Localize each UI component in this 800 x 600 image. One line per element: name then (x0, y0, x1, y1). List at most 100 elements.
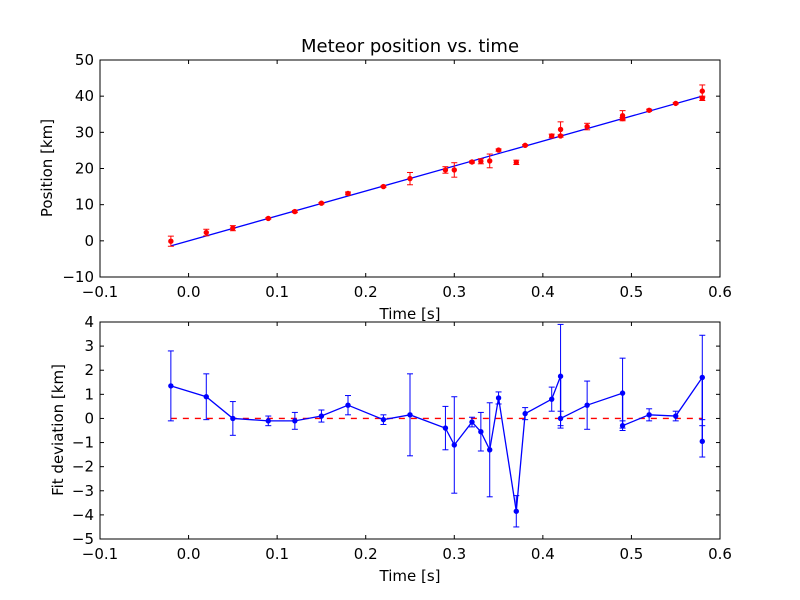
y-tick-label: 40 (75, 87, 94, 105)
x-tick-label: 0.3 (442, 545, 466, 563)
fit-line (170, 95, 703, 247)
data-point (513, 508, 519, 514)
data-point (265, 215, 271, 222)
y-axis-label: Position [km] (38, 119, 56, 217)
data-point (442, 425, 449, 431)
data-point (230, 225, 236, 231)
deviation-chart: −0.1 0.0 0.1 0.2 0.3 0.4 0.5 0.6 −5 −4 −3 −2 −1 0 1 2 3 4… (49, 313, 732, 585)
data-point (203, 394, 209, 400)
data-point (487, 158, 493, 164)
chart-title: Meteor position vs. time (301, 36, 519, 57)
data-point (673, 413, 679, 419)
x-tick-label: 0.1 (265, 545, 289, 563)
y-tick-label: 1 (84, 385, 94, 403)
y-tick-label: 2 (84, 361, 94, 379)
data-point (380, 416, 387, 423)
x-tick-label: 0.3 (442, 283, 466, 301)
x-axis-label: Time [s] (379, 305, 441, 323)
data-point (673, 100, 679, 107)
x-tick-label: 0.6 (708, 283, 732, 301)
position-chart: Meteor position vs. time −0.1 0.0 0.1 0.2 0.… (38, 36, 732, 323)
data-point (619, 112, 626, 119)
x-tick-label: 0.2 (354, 545, 378, 563)
x-tick-label: 0.0 (177, 545, 201, 563)
x-tick-label: 0.5 (619, 283, 643, 301)
y-tick-label: −5 (72, 530, 94, 548)
x-tick-label: −0.1 (82, 283, 118, 301)
plot-frame (99, 321, 721, 540)
data-point (557, 373, 564, 379)
data-point (557, 415, 564, 422)
x-axis-label: Time [s] (379, 567, 441, 585)
data-point (168, 383, 174, 389)
data-point (522, 410, 528, 417)
data-point (584, 123, 590, 130)
data-point (699, 374, 705, 381)
data-point (407, 412, 413, 418)
data-point (495, 395, 502, 401)
data-point (549, 396, 555, 402)
data-point (451, 167, 457, 173)
data-point (469, 159, 475, 165)
y-tick-label: 20 (75, 160, 94, 178)
data-point (619, 422, 626, 429)
data-point (318, 200, 325, 206)
position-plot-area: −0.1 0.0 0.1 0.2 0.3 0.4 0.5 0.6 −10 0 10 20 30 40 50 (62, 51, 732, 301)
x-tick-label: 0.4 (531, 545, 555, 563)
data-point (646, 107, 652, 113)
y-tick-label: −1 (72, 434, 94, 452)
data-point (557, 126, 564, 133)
data-point (699, 88, 705, 94)
data-point (478, 429, 484, 435)
y-tick-label: 0 (84, 409, 94, 427)
data-point (451, 442, 457, 448)
y-tick-label: −10 (62, 268, 94, 286)
x-tick-label: 0.4 (531, 283, 555, 301)
data-point (619, 390, 626, 396)
x-tick-label: 0.1 (265, 283, 289, 301)
data-point (203, 229, 209, 236)
x-tick-label: 0.0 (177, 283, 201, 301)
data-point (522, 142, 528, 149)
data-point (265, 418, 271, 424)
data-point (513, 159, 519, 166)
data-point (495, 147, 502, 153)
data-point (699, 95, 705, 102)
data-point (292, 208, 298, 215)
data-point (469, 419, 475, 425)
error-bar-group (167, 84, 706, 247)
data-point (318, 413, 325, 419)
data-point (584, 402, 590, 408)
data-point (699, 438, 705, 445)
data-point (407, 175, 413, 182)
data-point (345, 402, 351, 408)
y-tick-label: 30 (75, 123, 94, 141)
x-tick-label: 0.6 (708, 545, 732, 563)
data-point (168, 238, 174, 244)
data-point (478, 158, 484, 164)
y-tick-label: −2 (72, 458, 94, 476)
x-tick-label: −0.1 (82, 545, 118, 563)
y-tick-label: 50 (75, 51, 94, 69)
x-tick-label: 0.5 (619, 545, 643, 563)
y-tick-label: −3 (72, 482, 94, 500)
plot-frame (99, 59, 721, 278)
error-bar-group (167, 323, 706, 528)
data-point (442, 167, 449, 173)
data-point (292, 418, 298, 424)
y-axis-label: Fit deviation [km] (49, 364, 67, 496)
y-tick-label: −4 (72, 506, 94, 524)
y-tick-label: 4 (84, 313, 94, 331)
x-tick-label: 0.2 (354, 283, 378, 301)
y-tick-label: 0 (84, 232, 94, 250)
y-tick-label: 10 (75, 196, 94, 214)
deviation-plot-area: −0.1 0.0 0.1 0.2 0.3 0.4 0.5 0.6 −5 −4 −3 −2 −1 0 1 2 3 4 (72, 313, 732, 563)
y-tick-label: 3 (84, 337, 94, 355)
data-point (230, 415, 236, 422)
data-point (487, 447, 493, 453)
data-point (345, 190, 351, 197)
data-point (549, 133, 555, 139)
data-point (646, 412, 652, 418)
